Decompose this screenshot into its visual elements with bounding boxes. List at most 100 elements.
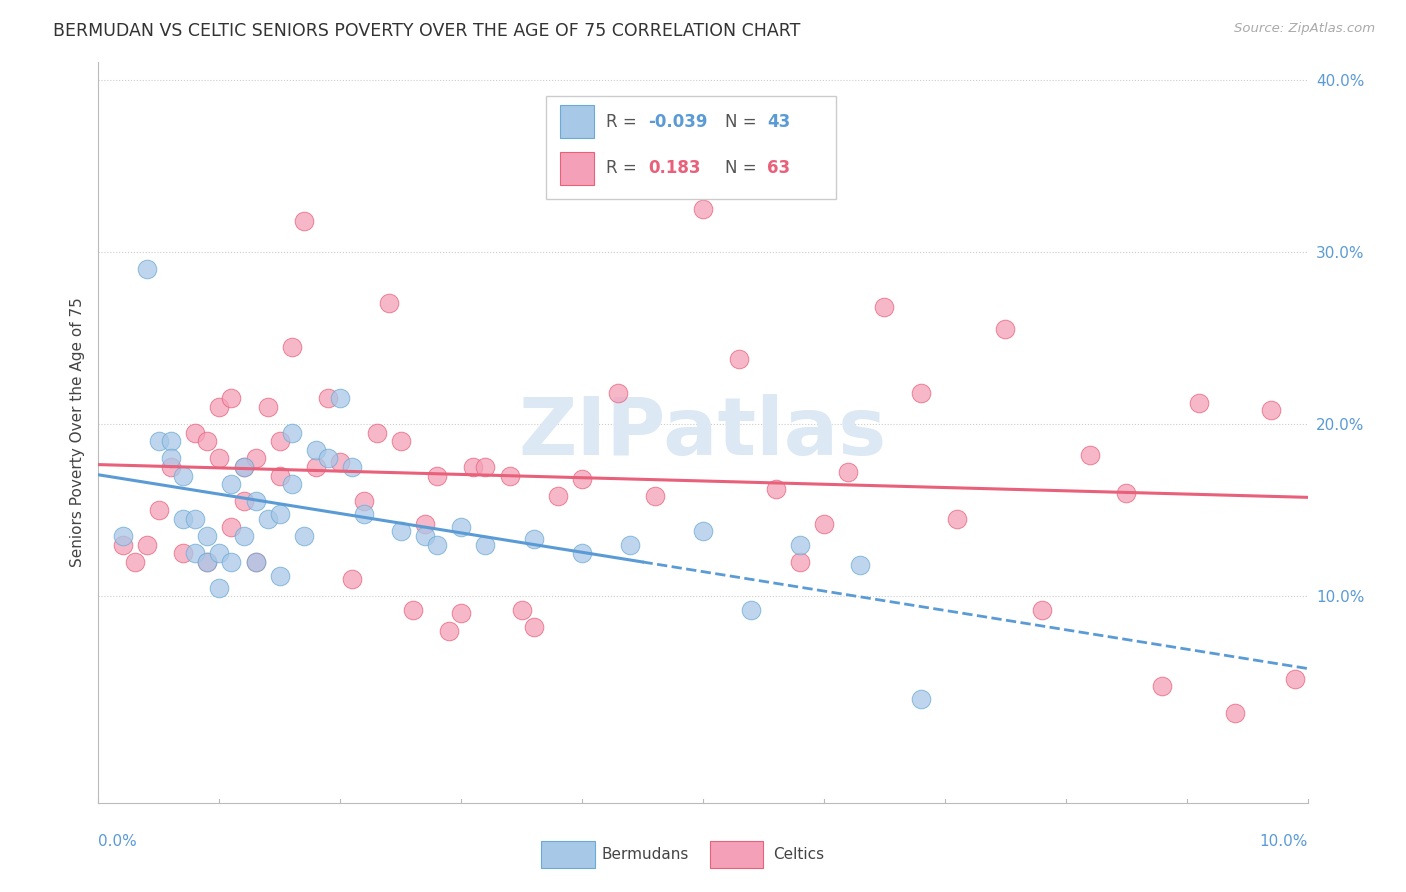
Point: [463, 460, 485, 475]
Point: [765, 483, 787, 497]
Point: [813, 516, 835, 531]
FancyBboxPatch shape: [561, 152, 595, 185]
Point: [281, 339, 304, 353]
Point: [269, 507, 291, 521]
Point: [245, 555, 267, 569]
Point: [426, 468, 449, 483]
Point: [305, 442, 328, 457]
Point: [873, 300, 896, 314]
Point: [728, 351, 751, 366]
Point: [498, 468, 520, 483]
Text: N =: N =: [724, 160, 756, 178]
Point: [305, 460, 328, 475]
Point: [172, 468, 194, 483]
Text: 0.0%: 0.0%: [98, 834, 138, 849]
Point: [837, 465, 859, 479]
Point: [1260, 403, 1282, 417]
Point: [1115, 486, 1137, 500]
Point: [221, 477, 243, 491]
Point: [849, 558, 872, 573]
Point: [607, 386, 630, 401]
Text: -0.039: -0.039: [648, 112, 709, 130]
Text: BERMUDAN VS CELTIC SENIORS POVERTY OVER THE AGE OF 75 CORRELATION CHART: BERMUDAN VS CELTIC SENIORS POVERTY OVER …: [53, 22, 801, 40]
Point: [366, 425, 388, 440]
Point: [571, 472, 593, 486]
Point: [245, 555, 267, 569]
Point: [740, 603, 762, 617]
Point: [208, 581, 231, 595]
Point: [195, 555, 218, 569]
Point: [124, 555, 146, 569]
Y-axis label: Seniors Poverty Over the Age of 75: Seniors Poverty Over the Age of 75: [69, 298, 84, 567]
Point: [474, 460, 496, 475]
Point: [1223, 706, 1246, 721]
Point: [232, 460, 254, 475]
Point: [269, 468, 291, 483]
Point: [353, 494, 375, 508]
Point: [377, 296, 399, 310]
Point: [256, 400, 278, 414]
FancyBboxPatch shape: [546, 95, 837, 200]
Point: [994, 322, 1017, 336]
Point: [789, 537, 811, 551]
Point: [195, 555, 218, 569]
Point: [269, 434, 291, 449]
Point: [232, 494, 254, 508]
Text: ZIPatlas: ZIPatlas: [519, 393, 887, 472]
Text: Bermudans: Bermudans: [602, 847, 689, 862]
Point: [148, 503, 170, 517]
Point: [195, 529, 218, 543]
Point: [281, 477, 304, 491]
Point: [208, 546, 231, 560]
Point: [172, 512, 194, 526]
Point: [160, 451, 183, 466]
Point: [160, 460, 183, 475]
Point: [221, 520, 243, 534]
Text: R =: R =: [606, 160, 637, 178]
Point: [510, 603, 533, 617]
Point: [245, 451, 267, 466]
FancyBboxPatch shape: [561, 105, 595, 138]
Point: [135, 262, 157, 277]
Point: [184, 512, 207, 526]
Point: [413, 529, 436, 543]
Point: [523, 533, 546, 547]
Point: [353, 507, 375, 521]
Point: [245, 494, 267, 508]
Point: [946, 512, 969, 526]
Point: [195, 434, 218, 449]
Point: [389, 524, 412, 538]
Point: [329, 455, 352, 469]
Point: [910, 386, 932, 401]
Point: [402, 603, 425, 617]
Text: R =: R =: [606, 112, 637, 130]
Point: [1031, 603, 1053, 617]
Point: [135, 537, 157, 551]
Point: [329, 391, 352, 405]
Point: [342, 572, 364, 586]
Point: [111, 537, 134, 551]
Point: [232, 460, 254, 475]
Text: 43: 43: [768, 112, 790, 130]
Point: [342, 460, 364, 475]
Point: [474, 537, 496, 551]
Point: [221, 391, 243, 405]
Text: 63: 63: [768, 160, 790, 178]
Point: [413, 516, 436, 531]
Point: [316, 451, 339, 466]
Point: [668, 150, 690, 164]
Point: [692, 202, 714, 216]
Point: [619, 537, 641, 551]
Text: 10.0%: 10.0%: [1260, 834, 1308, 849]
Point: [292, 214, 315, 228]
Point: [281, 425, 304, 440]
Point: [644, 489, 666, 503]
Point: [692, 524, 714, 538]
Point: [1284, 672, 1306, 686]
Point: [523, 620, 546, 634]
Text: N =: N =: [724, 112, 756, 130]
Point: [292, 529, 315, 543]
Point: [160, 434, 183, 449]
Text: 0.183: 0.183: [648, 160, 702, 178]
Point: [111, 529, 134, 543]
